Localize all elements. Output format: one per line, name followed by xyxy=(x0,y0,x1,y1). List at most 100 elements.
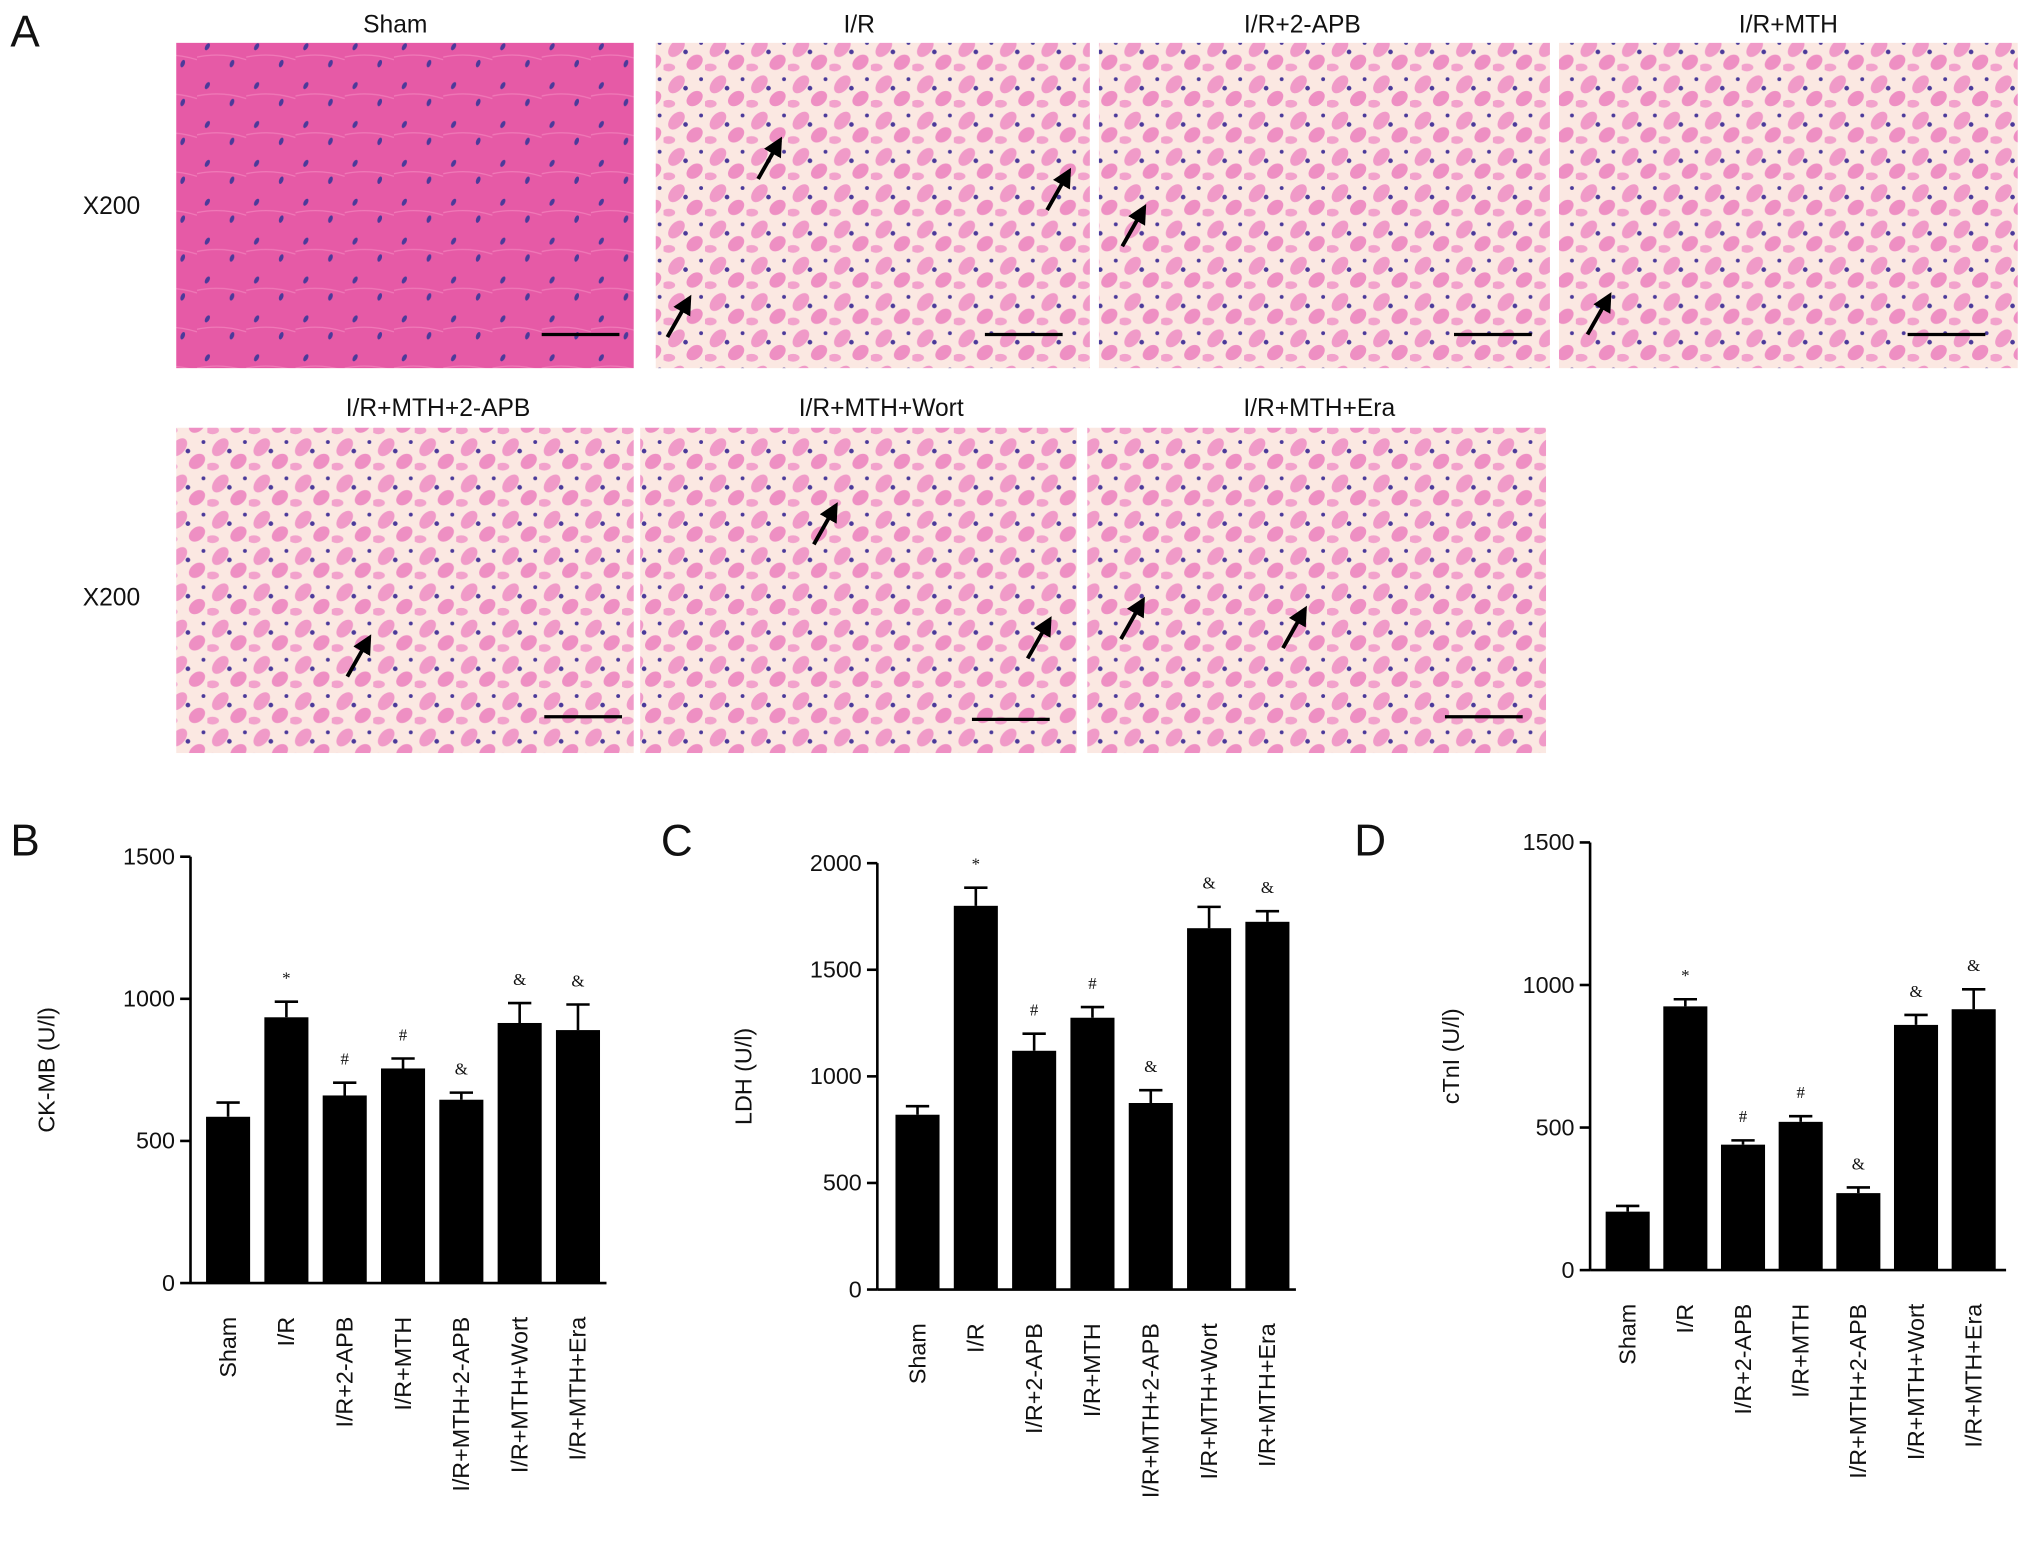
micrograph xyxy=(1098,42,1550,369)
micrograph-title: I/R+2-APB xyxy=(1244,11,1361,38)
bar xyxy=(1128,1103,1173,1290)
micrograph xyxy=(1087,427,1547,754)
significance: # xyxy=(1796,1083,1805,1102)
panel-label: B xyxy=(10,816,39,865)
micrograph-title: Sham xyxy=(363,11,427,38)
significance: # xyxy=(341,1050,350,1069)
micrograph-title: I/R+MTH+Era xyxy=(1243,395,1395,422)
x-tick-label: I/R xyxy=(963,1323,989,1353)
micrograph-title: I/R+MTH+Wort xyxy=(799,395,964,422)
x-tick-label: I/R+MTH xyxy=(1787,1304,1813,1398)
significance: & xyxy=(1852,1154,1865,1173)
error-bar xyxy=(449,1091,474,1100)
x-tick-label: I/R+2-APB xyxy=(331,1317,357,1428)
micrograph xyxy=(1558,42,2018,369)
significance: # xyxy=(399,1025,408,1044)
x-tick-label: I/R xyxy=(1672,1304,1698,1334)
x-tick-label: I/R+MTH xyxy=(390,1317,416,1411)
bar xyxy=(1893,1024,1939,1271)
bar xyxy=(381,1068,426,1284)
x-tick-label: I/R+MTH+Era xyxy=(565,1317,591,1461)
micrographs xyxy=(176,42,2018,754)
error-bar xyxy=(1904,1013,1928,1025)
significance: & xyxy=(1909,982,1922,1001)
y-tick-label: 0 xyxy=(1562,1257,1575,1283)
significance: & xyxy=(1203,874,1216,893)
significance: & xyxy=(571,971,584,990)
y-tick-label: 500 xyxy=(823,1170,862,1196)
error-bar xyxy=(333,1081,357,1096)
significance: & xyxy=(1967,956,1980,975)
x-tick-label: I/R+2-APB xyxy=(1021,1323,1047,1434)
significance: * xyxy=(282,969,290,988)
micrograph xyxy=(655,42,1090,369)
y-tick-label: 1000 xyxy=(810,1063,862,1089)
x-tick-label: I/R+MTH xyxy=(1079,1323,1105,1417)
bar xyxy=(1720,1144,1766,1271)
y-tick-label: 500 xyxy=(136,1128,175,1154)
error-bar xyxy=(1731,1139,1755,1145)
micrograph-title: I/R xyxy=(843,11,874,38)
y-axis-label: cTnI (U/l) xyxy=(1438,1008,1464,1104)
bar xyxy=(1951,1009,1996,1271)
micrograph xyxy=(640,427,1077,754)
x-tick-label: I/R+MTH+Wort xyxy=(506,1316,532,1473)
significance: * xyxy=(972,855,980,874)
x-tick-label: I/R+MTH+Wort xyxy=(1903,1303,1929,1460)
y-tick-label: 1000 xyxy=(1523,972,1575,998)
error-bar xyxy=(566,1003,590,1031)
x-tick-label: I/R xyxy=(273,1317,299,1347)
x-tick-label: I/R+MTH+2-APB xyxy=(1845,1304,1871,1479)
magnification: X200 xyxy=(83,584,140,611)
x-tick-label: I/R+2-APB xyxy=(1730,1304,1756,1415)
error-bar xyxy=(216,1101,240,1117)
error-bar xyxy=(1789,1114,1813,1122)
error-bar xyxy=(391,1057,415,1069)
x-tick-label: Sham xyxy=(904,1323,930,1384)
bar xyxy=(1187,928,1232,1290)
bar xyxy=(953,905,998,1290)
significance: & xyxy=(1261,878,1274,897)
x-tick-label: I/R+MTH+2-APB xyxy=(1138,1323,1164,1498)
panel-label: A xyxy=(10,8,40,57)
significance: * xyxy=(1681,966,1689,985)
panel-label: D xyxy=(1354,816,1386,865)
significance: & xyxy=(513,970,526,989)
bar xyxy=(1778,1121,1823,1271)
x-tick-label: I/R+MTH+Era xyxy=(1960,1304,1986,1448)
bar xyxy=(497,1022,542,1284)
bar xyxy=(322,1095,367,1284)
y-tick-label: 1500 xyxy=(123,843,175,869)
y-tick-label: 0 xyxy=(162,1270,175,1296)
error-bar xyxy=(1139,1088,1163,1104)
bar xyxy=(1836,1193,1881,1271)
micrograph xyxy=(176,427,634,754)
significance: # xyxy=(1739,1107,1748,1126)
x-tick-label: Sham xyxy=(215,1317,241,1378)
error-bar xyxy=(1197,905,1221,929)
error-bar xyxy=(964,886,988,906)
y-tick-label: 0 xyxy=(849,1276,862,1302)
error-bar xyxy=(1080,1005,1105,1018)
bar xyxy=(1663,1006,1708,1271)
error-bar xyxy=(508,1001,532,1023)
y-axis-label: CK-MB (U/l) xyxy=(33,1007,59,1133)
error-bar xyxy=(1673,997,1698,1007)
magnification: X200 xyxy=(83,193,140,220)
y-axis-label: LDH (U/l) xyxy=(731,1028,757,1125)
bar xyxy=(206,1116,251,1284)
significance: # xyxy=(1088,974,1097,993)
bar xyxy=(895,1114,940,1290)
error-bar xyxy=(1255,909,1280,922)
significance: & xyxy=(455,1059,468,1078)
micrograph xyxy=(176,42,634,369)
error-bar xyxy=(1022,1032,1046,1051)
bar xyxy=(1245,921,1290,1290)
panel-label: C xyxy=(661,816,693,865)
error-bar xyxy=(274,1000,299,1018)
bar xyxy=(439,1099,484,1284)
bar xyxy=(264,1017,309,1284)
micrograph-title: I/R+MTH+2-APB xyxy=(346,395,531,422)
y-tick-label: 500 xyxy=(1536,1114,1575,1140)
